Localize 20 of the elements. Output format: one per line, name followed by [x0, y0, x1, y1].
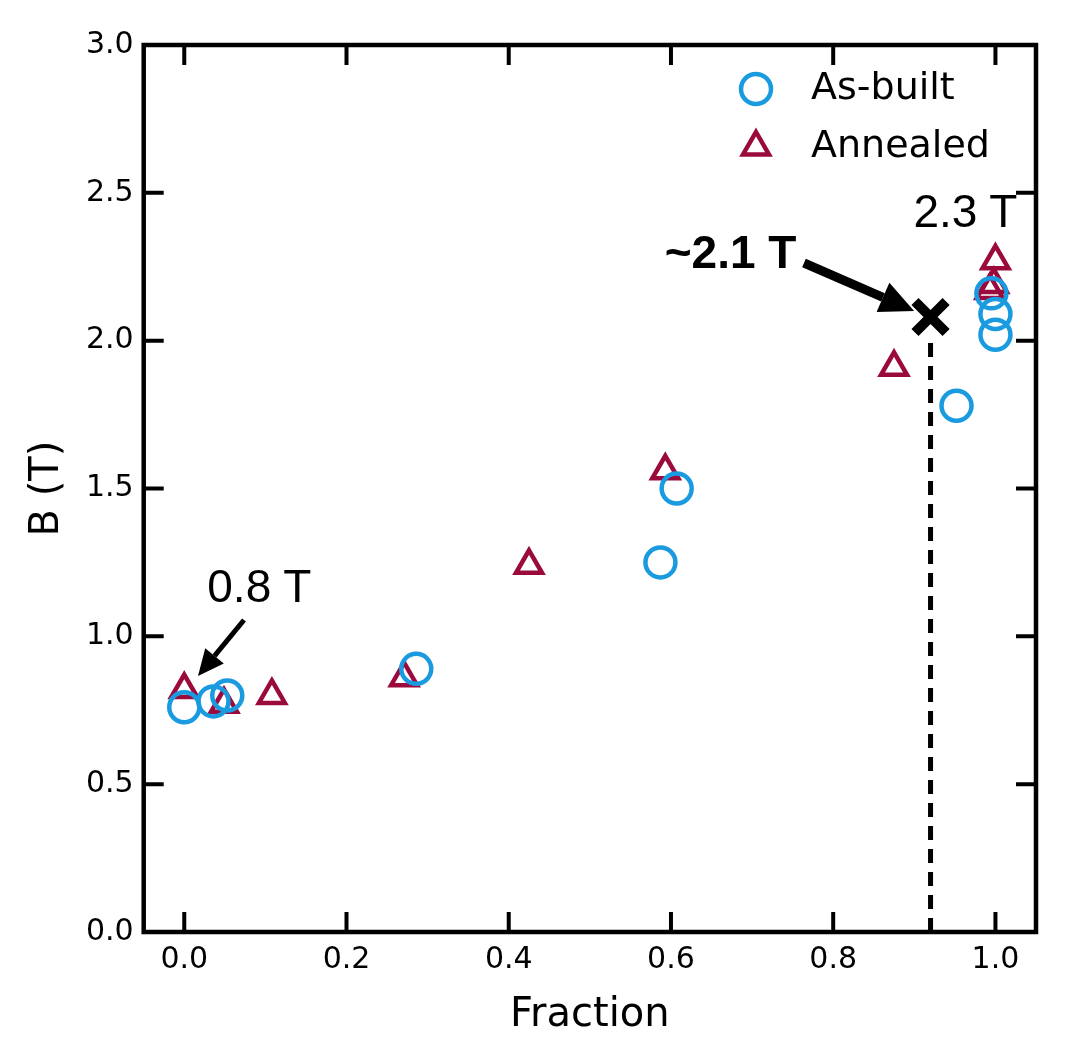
x-tick-label: 1.0: [971, 939, 1020, 975]
annotation: 0.8 T: [207, 560, 312, 613]
y-tick-label: 1.5: [85, 468, 134, 504]
y-axis-title: B (T): [21, 440, 68, 537]
y-tick-label: 2.0: [85, 320, 134, 356]
legend-label: Annealed: [811, 121, 990, 166]
x-tick-label: 0.4: [484, 939, 533, 975]
annotation: ~2.1 T: [664, 225, 797, 278]
legend-label: As-built: [811, 63, 955, 108]
y-tick-label: 1.0: [85, 616, 134, 652]
x-tick-label: 0.8: [809, 939, 858, 975]
y-tick-label: 3.0: [85, 24, 134, 60]
y-tick-label: 0.0: [85, 911, 134, 947]
y-tick-label: 2.5: [85, 172, 134, 208]
x-tick-label: 0.2: [322, 939, 371, 975]
x-tick-label: 0.6: [647, 939, 695, 975]
y-tick-label: 0.5: [85, 763, 134, 799]
x-axis-title: Fraction: [510, 989, 670, 1036]
x-tick-label: 0.0: [160, 939, 209, 975]
annotation: 2.3 T: [913, 184, 1018, 237]
